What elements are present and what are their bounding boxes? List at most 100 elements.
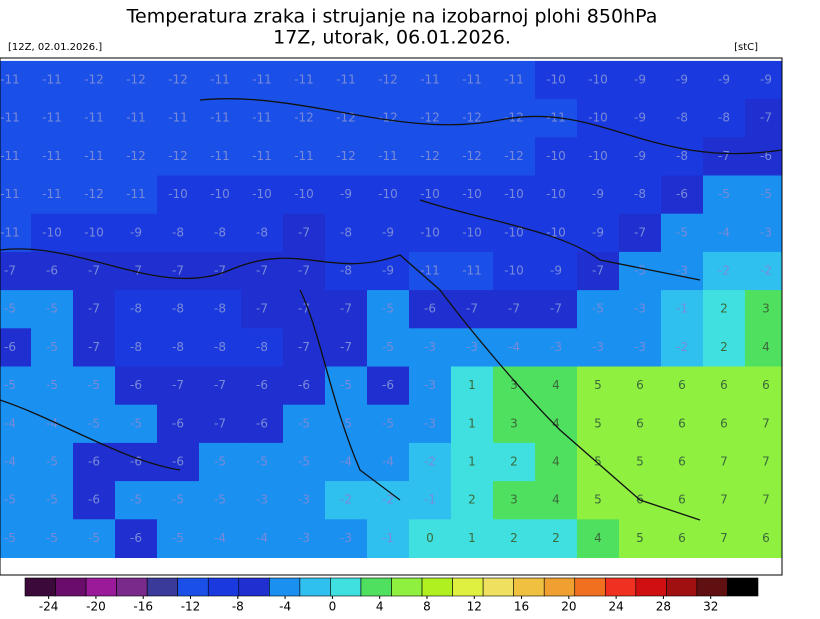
temperature-label: -5 bbox=[634, 264, 646, 278]
temperature-label: -11 bbox=[0, 111, 20, 125]
colorbar-box bbox=[55, 577, 87, 597]
temperature-label: -7 bbox=[88, 302, 100, 316]
temperature-label: -6 bbox=[88, 455, 100, 469]
temperature-label: -12 bbox=[294, 111, 314, 125]
field-cell bbox=[73, 175, 116, 215]
field-cell bbox=[745, 60, 783, 100]
field-cell bbox=[619, 175, 662, 215]
field-cell bbox=[115, 290, 158, 329]
temperature-label: -8 bbox=[634, 187, 646, 201]
field-cell bbox=[199, 366, 242, 406]
temperature-label: 4 bbox=[762, 340, 770, 354]
temperature-label: -7 bbox=[130, 264, 142, 278]
temperature-label: -5 bbox=[382, 416, 394, 430]
temperature-label: -6 bbox=[172, 416, 184, 430]
temperature-label: -6 bbox=[130, 378, 142, 392]
field-cell bbox=[409, 213, 452, 253]
field-cell bbox=[661, 290, 704, 329]
field-cell bbox=[451, 404, 494, 444]
temperature-label: -4 bbox=[214, 531, 226, 545]
field-cell bbox=[325, 290, 368, 329]
temperature-label: -7 bbox=[298, 340, 310, 354]
temperature-label: 5 bbox=[636, 455, 644, 469]
temperature-label: 7 bbox=[720, 455, 728, 469]
field-cell bbox=[325, 404, 368, 444]
temperature-label: 6 bbox=[720, 378, 728, 392]
temperature-label: 0 bbox=[426, 531, 434, 545]
temperature-label: -5 bbox=[214, 455, 226, 469]
temperature-label: -10 bbox=[168, 187, 188, 201]
temperature-label: -7 bbox=[508, 302, 520, 316]
field-cell bbox=[451, 99, 494, 138]
field-cell bbox=[283, 137, 326, 176]
field-cell bbox=[157, 328, 200, 367]
field-cell bbox=[493, 328, 536, 367]
field-cell bbox=[409, 99, 452, 138]
temperature-label: -9 bbox=[718, 73, 730, 87]
field-cell bbox=[745, 290, 783, 329]
field-cell bbox=[745, 99, 783, 138]
temperature-label: -8 bbox=[676, 111, 688, 125]
temperature-label: -5 bbox=[760, 187, 772, 201]
field-cell bbox=[535, 99, 578, 138]
colorbar-box bbox=[177, 577, 209, 597]
temperature-label: -9 bbox=[592, 225, 604, 239]
field-cell bbox=[157, 442, 200, 482]
field-cell bbox=[241, 213, 284, 253]
colorbar-box bbox=[696, 577, 728, 597]
field-cell bbox=[0, 251, 32, 291]
field-cell bbox=[409, 366, 452, 406]
temperature-label: 6 bbox=[762, 378, 770, 392]
colorbar-box bbox=[482, 577, 514, 597]
temperature-label: 2 bbox=[552, 531, 560, 545]
field-cell bbox=[703, 213, 746, 253]
temperature-label: -3 bbox=[340, 531, 352, 545]
temperature-label: -5 bbox=[298, 455, 310, 469]
field-cell bbox=[157, 251, 200, 291]
colorbar-tick-label: 28 bbox=[656, 600, 671, 614]
field-cell bbox=[73, 60, 116, 100]
field-cell bbox=[241, 328, 284, 367]
temperature-label: -7 bbox=[466, 302, 478, 316]
temperature-label: -5 bbox=[340, 378, 352, 392]
temperature-label: -11 bbox=[42, 187, 62, 201]
field-cell bbox=[115, 481, 158, 520]
subtitle: 17Z, utorak, 06.01.2026. bbox=[273, 27, 511, 49]
temperature-label: 4 bbox=[552, 416, 560, 430]
colorbar-tick-label: 24 bbox=[608, 600, 623, 614]
temperature-label: -5 bbox=[46, 493, 58, 507]
temperature-label: -11 bbox=[210, 111, 230, 125]
field-cell bbox=[535, 251, 578, 291]
temperature-label: 6 bbox=[636, 378, 644, 392]
field-cell bbox=[703, 251, 746, 291]
field-cell bbox=[619, 519, 662, 558]
temperature-label: -2 bbox=[760, 264, 772, 278]
temperature-label: -6 bbox=[760, 149, 772, 163]
temperature-label: 1 bbox=[468, 416, 476, 430]
temperature-label: -11 bbox=[252, 111, 272, 125]
field-cell bbox=[157, 99, 200, 138]
field-cell bbox=[367, 366, 410, 406]
temperature-label: -8 bbox=[214, 340, 226, 354]
temperature-label: -7 bbox=[214, 264, 226, 278]
field-cell bbox=[745, 213, 783, 253]
field-cell bbox=[493, 175, 536, 215]
field-cell bbox=[703, 481, 746, 520]
field bbox=[0, 60, 783, 558]
temperature-label: 1 bbox=[468, 455, 476, 469]
temperature-label: -11 bbox=[42, 111, 62, 125]
temperature-label: -7 bbox=[298, 264, 310, 278]
field-cell bbox=[493, 60, 536, 100]
temperature-label: -7 bbox=[214, 378, 226, 392]
temperature-label: -6 bbox=[4, 340, 16, 354]
temperature-label: 6 bbox=[678, 531, 686, 545]
temperature-label: -9 bbox=[382, 264, 394, 278]
temperature-label: -12 bbox=[84, 73, 104, 87]
temperature-label: -7 bbox=[340, 302, 352, 316]
temperature-label: -4 bbox=[718, 225, 730, 239]
field-cell bbox=[493, 442, 536, 482]
field-cell bbox=[73, 519, 116, 558]
field-cell bbox=[577, 60, 620, 100]
field-cell bbox=[661, 251, 704, 291]
field-cell bbox=[703, 175, 746, 215]
